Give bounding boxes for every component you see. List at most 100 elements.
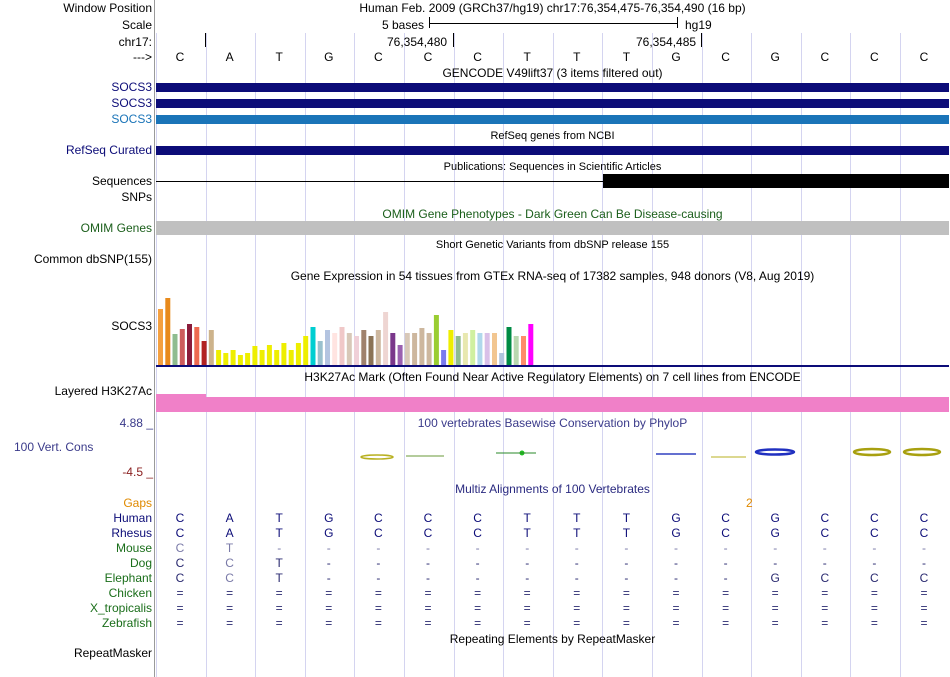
gtex-tissue-bar[interactable] — [354, 336, 359, 366]
alignment-base: C — [721, 526, 730, 540]
gtex-gene-label[interactable]: SOCS3 — [111, 319, 152, 333]
gtex-tissue-bar[interactable] — [325, 330, 330, 366]
gtex-track-title[interactable]: Gene Expression in 54 tissues from GTEx … — [290, 269, 815, 283]
gtex-tissue-bar[interactable] — [295, 343, 301, 366]
gtex-tissue-bar[interactable] — [484, 333, 490, 366]
gtex-tissue-bar[interactable] — [288, 350, 294, 366]
gtex-expression-chart[interactable] — [156, 284, 556, 366]
species-label[interactable]: Human — [113, 511, 152, 525]
gtex-tissue-bar[interactable] — [513, 336, 519, 366]
gtex-tissue-bar[interactable] — [397, 345, 403, 366]
ruler-tick-2 — [453, 33, 454, 47]
gtex-tissue-bar[interactable] — [281, 343, 287, 366]
gtex-tissue-bar[interactable] — [521, 336, 526, 366]
gtex-tissue-bar[interactable] — [506, 327, 512, 366]
gencode-item-label[interactable]: SOCS3 — [111, 112, 152, 126]
gtex-tissue-bar[interactable] — [492, 333, 497, 366]
dbsnp-track-title[interactable]: Short Genetic Variants from dbSNP releas… — [435, 239, 670, 251]
gtex-tissue-bar[interactable] — [470, 330, 476, 366]
phylop-track-title[interactable]: 100 vertebrates Basewise Conservation by… — [417, 416, 688, 430]
publications-label[interactable]: Sequences — [91, 174, 152, 188]
gtex-tissue-bar[interactable] — [528, 324, 534, 366]
refseq-gene-bar[interactable] — [156, 146, 949, 155]
gtex-tissue-bar[interactable] — [201, 341, 207, 366]
gtex-tissue-bar[interactable] — [368, 336, 374, 366]
gtex-tissue-bar[interactable] — [390, 333, 396, 366]
h3k27ac-label[interactable]: Layered H3K27Ac — [54, 384, 152, 398]
alignment-base: - — [475, 571, 480, 585]
gtex-tissue-bar[interactable] — [375, 330, 381, 366]
gtex-tissue-bar[interactable] — [477, 333, 483, 366]
gtex-tissue-bar[interactable] — [462, 333, 468, 366]
gtex-tissue-bar[interactable] — [317, 341, 323, 366]
gtex-tissue-bar[interactable] — [455, 336, 461, 366]
species-label[interactable]: X_tropicalis — [89, 601, 152, 615]
gencode-item-label[interactable]: SOCS3 — [111, 80, 152, 94]
alignment-base: - — [822, 556, 827, 570]
gtex-tissue-bar[interactable] — [433, 315, 439, 366]
species-label[interactable]: Mouse — [115, 541, 152, 555]
refseq-track-title[interactable]: RefSeq genes from NCBI — [490, 130, 615, 142]
gtex-tissue-bar[interactable] — [165, 298, 171, 366]
species-label[interactable]: Chicken — [108, 586, 152, 600]
gencode-track-title[interactable]: GENCODE V49lift37 (3 items filtered out) — [442, 66, 663, 80]
gtex-tissue-bar[interactable] — [179, 329, 185, 366]
omim-gene-bar[interactable] — [156, 221, 949, 235]
publication-line[interactable] — [156, 181, 603, 182]
gencode-item-label[interactable]: SOCS3 — [111, 96, 152, 110]
species-label[interactable]: Rhesus — [111, 526, 152, 540]
refseq-label[interactable]: RefSeq Curated — [65, 143, 152, 157]
publications-track-title[interactable]: Publications: Sequences in Scientific Ar… — [443, 161, 662, 173]
gtex-tissue-bar[interactable] — [187, 324, 192, 366]
gtex-tissue-bar[interactable] — [259, 350, 265, 366]
gtex-tissue-bar[interactable] — [172, 334, 178, 366]
gencode-transcript-bar[interactable] — [156, 83, 949, 92]
gencode-transcript-bar[interactable] — [156, 115, 949, 124]
species-label[interactable]: Zebrafish — [101, 616, 152, 630]
gtex-tissue-bar[interactable] — [404, 333, 410, 366]
gtex-tissue-bar[interactable] — [346, 333, 352, 366]
gencode-transcript-bar[interactable] — [156, 99, 949, 108]
gtex-tissue-bar[interactable] — [441, 350, 447, 366]
snps-label[interactable]: SNPs — [121, 190, 152, 204]
gtex-tissue-bar[interactable] — [223, 353, 229, 366]
gtex-tissue-bar[interactable] — [274, 350, 280, 366]
base-letter: C — [473, 50, 482, 64]
species-label[interactable]: Dog — [129, 556, 152, 570]
base-letter: C — [870, 50, 879, 64]
gtex-tissue-bar[interactable] — [266, 345, 272, 366]
gtex-tissue-bar[interactable] — [412, 333, 418, 366]
gtex-tissue-bar[interactable] — [237, 355, 243, 366]
gtex-tissue-bar[interactable] — [216, 350, 222, 366]
gtex-tissue-bar[interactable] — [332, 333, 338, 366]
phylop-conservation-plot[interactable] — [156, 440, 950, 470]
gtex-tissue-bar[interactable] — [310, 327, 316, 366]
h3k27ac-signal-peak[interactable] — [156, 394, 206, 412]
h3k27ac-track-title[interactable]: H3K27Ac Mark (Often Found Near Active Re… — [304, 370, 801, 384]
gtex-tissue-bar[interactable] — [252, 346, 258, 366]
phylop-label[interactable]: 100 Vert. Cons — [14, 440, 94, 454]
omim-track-title[interactable]: OMIM Gene Phenotypes - Dark Green Can Be… — [382, 207, 723, 221]
gtex-tissue-bar[interactable] — [208, 330, 214, 366]
gtex-tissue-bar[interactable] — [499, 353, 505, 366]
gtex-tissue-bar[interactable] — [448, 330, 454, 366]
gtex-tissue-bar[interactable] — [426, 333, 432, 366]
species-label[interactable]: Elephant — [104, 571, 152, 585]
multiz-track-title[interactable]: Multiz Alignments of 100 Vertebrates — [455, 482, 650, 496]
omim-label[interactable]: OMIM Genes — [80, 221, 152, 235]
gtex-tissue-bar[interactable] — [383, 312, 389, 366]
gtex-tissue-bar[interactable] — [158, 309, 163, 366]
publication-block[interactable] — [603, 174, 949, 188]
gtex-tissue-bar[interactable] — [245, 353, 251, 366]
gtex-tissue-bar[interactable] — [339, 327, 345, 366]
gtex-tissue-bar[interactable] — [303, 336, 309, 366]
gtex-tissue-bar[interactable] — [230, 350, 236, 366]
gtex-tissue-bar[interactable] — [194, 327, 200, 366]
gtex-tissue-bar[interactable] — [361, 330, 367, 366]
repeatmasker-label[interactable]: RepeatMasker — [73, 646, 152, 660]
gtex-tissue-bar[interactable] — [419, 328, 425, 366]
repeatmasker-track-title[interactable]: Repeating Elements by RepeatMasker — [449, 632, 656, 646]
dbsnp-label[interactable]: Common dbSNP(155) — [33, 252, 152, 266]
h3k27ac-signal[interactable] — [206, 397, 949, 412]
alignment-base: - — [723, 571, 728, 585]
